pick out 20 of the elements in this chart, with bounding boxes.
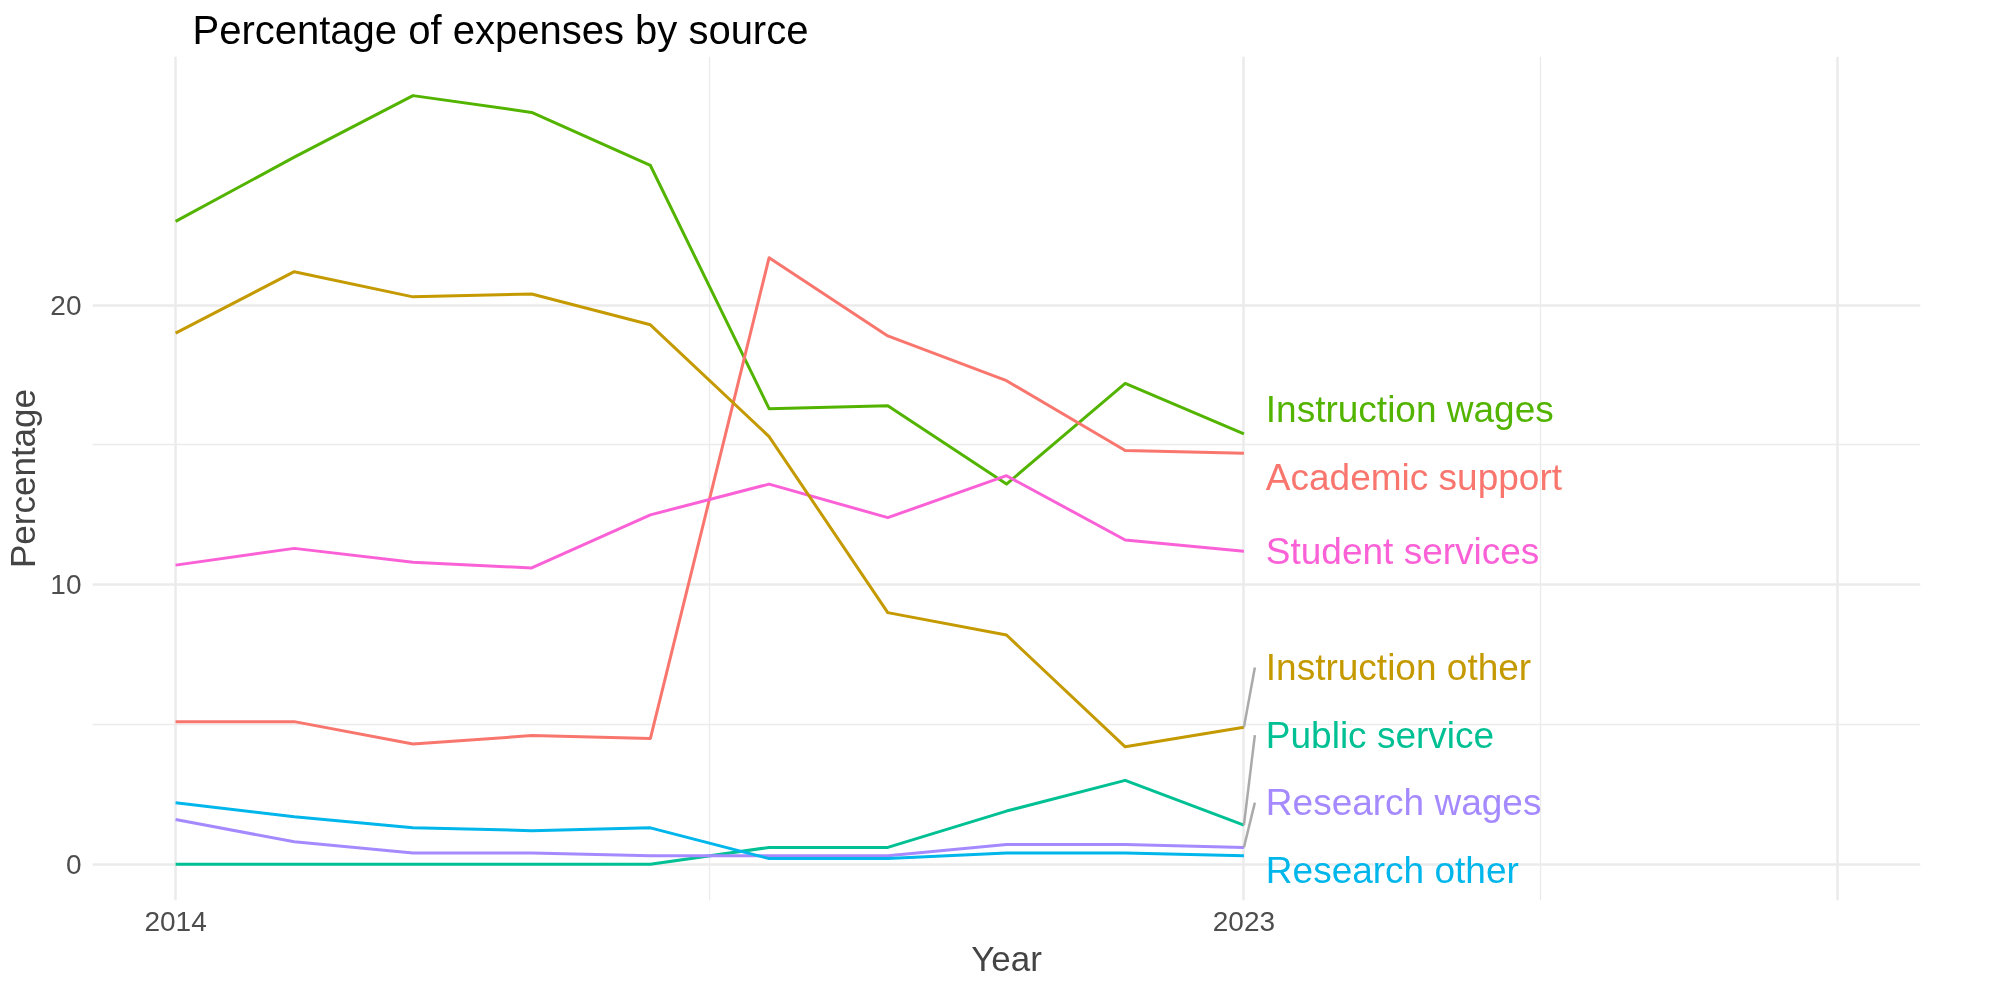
- chart-title: Percentage of expenses by source: [192, 7, 809, 52]
- line-series: [174, 801, 1246, 861]
- series-label: Academic support: [1265, 456, 1563, 498]
- line-series: [174, 817, 1246, 858]
- line-series: [174, 474, 1246, 570]
- series-label: Research wages: [1265, 782, 1542, 824]
- series-label: Instruction wages: [1265, 389, 1554, 431]
- series-label: Instruction other: [1265, 647, 1532, 689]
- line-series: [174, 778, 1246, 866]
- line-series: [174, 94, 1246, 486]
- series-label: Student services: [1265, 530, 1540, 572]
- x-axis-title: Year: [971, 938, 1043, 978]
- x-tick-label: 2023: [1212, 905, 1276, 937]
- series-label: Research other: [1265, 849, 1519, 891]
- y-tick-label: 20: [50, 289, 82, 321]
- y-tick-label: 10: [50, 569, 82, 601]
- y-tick-label: 0: [65, 848, 82, 880]
- x-tick-label: 2014: [144, 905, 207, 937]
- series-label: Public service: [1265, 714, 1495, 756]
- y-axis-title: Percentage: [3, 388, 43, 569]
